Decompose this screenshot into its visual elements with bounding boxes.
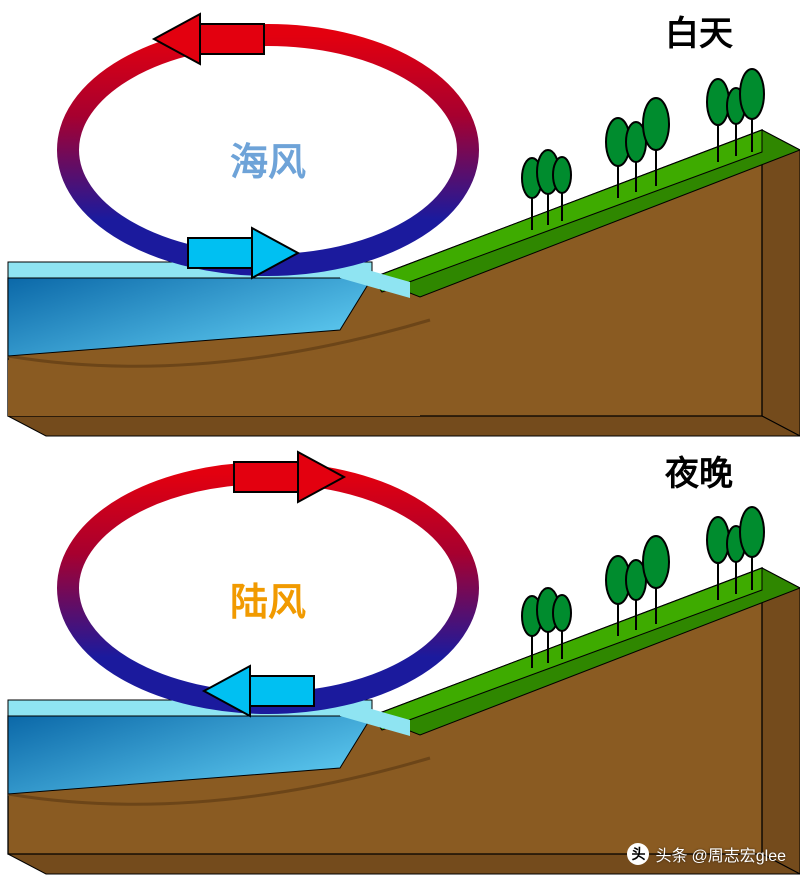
watermark: 头 头条 @周志宏glee [627,842,786,866]
panel-title-night: 夜晚 [664,455,733,493]
cycle-label-night: 陆风 [230,582,306,624]
panel-title-day: 白天 [665,15,733,53]
watermark-logo-icon: 头 [627,843,649,865]
watermark-prefix: 头条 [655,842,687,866]
diagram-canvas: 白天 海风 [0,0,800,876]
watermark-text: @周志宏glee [692,842,787,866]
panel-day: 白天 海风 [8,14,800,436]
cycle-label-day: 海风 [230,142,306,184]
panel-night: 夜晚 陆风 [8,452,800,874]
top-arrow-night [234,452,344,502]
sea-land-breeze-svg: 白天 海风 [0,0,800,876]
